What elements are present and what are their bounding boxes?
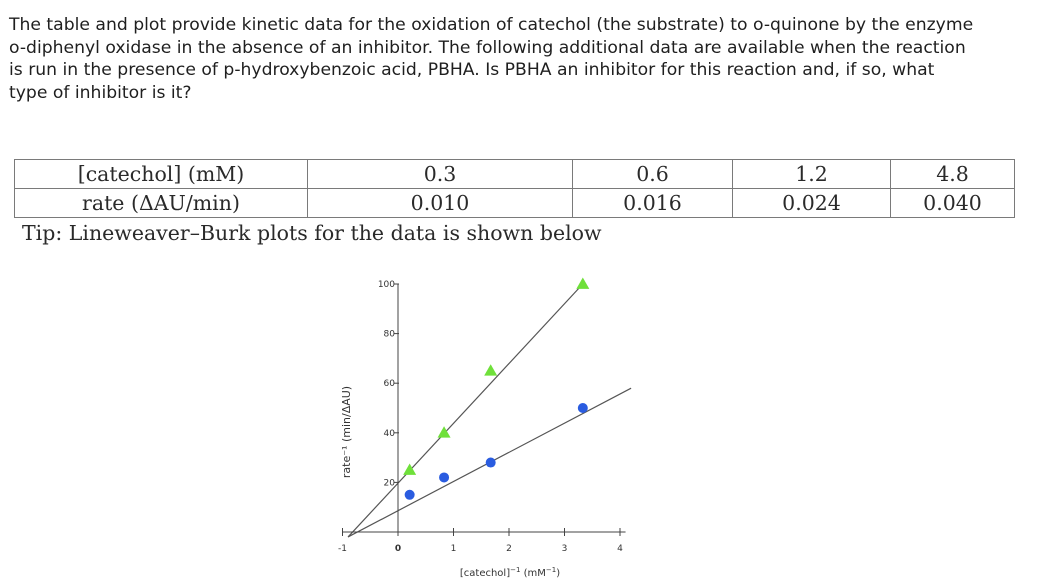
triangle-point	[437, 426, 451, 438]
fit-line-triangle	[347, 283, 584, 538]
table-row: [catechol] (mM) 0.3 0.6 1.2 4.8	[14, 159, 1015, 189]
table-cell: 0.040	[890, 188, 1015, 218]
y-tick-label: 20	[384, 478, 396, 488]
y-axis-label: rate⁻¹ (min/ΔAU)	[340, 386, 353, 478]
table-cell: 4.8	[890, 159, 1015, 189]
plot-markers	[403, 277, 590, 500]
triangle-point	[403, 463, 417, 475]
table-cell: 0.6	[572, 159, 733, 189]
table-row-label: rate (ΔAU/min)	[14, 188, 308, 218]
x-tick-label: 4	[617, 544, 623, 554]
lineweaver-burk-plot: -1 0 1 2 3 4 100 80 60 40 20 rate⁻¹ (min/ΔAU) [cat…	[338, 277, 632, 579]
table-row: rate (ΔAU/min) 0.010 0.016 0.024 0.040	[14, 188, 1015, 218]
circle-point	[485, 457, 496, 468]
question-line: is run in the presence of p-hydroxybenzo…	[9, 60, 935, 81]
circle-point	[439, 472, 450, 483]
circle-point	[404, 489, 415, 500]
y-tick-label: 100	[378, 280, 395, 290]
table-cell: 0.3	[307, 159, 573, 189]
table-cell: 0.010	[307, 188, 573, 218]
y-tick-label: 40	[384, 429, 396, 439]
question-line: type of inhibitor is it?	[9, 82, 192, 103]
y-tick-label: 60	[384, 379, 396, 389]
plot-lines	[347, 283, 632, 538]
x-tick-label: 2	[506, 544, 512, 554]
question-line: The table and plot provide kinetic data …	[9, 15, 974, 35]
triangle-point	[576, 277, 590, 289]
plot-axes: -1 0 1 2 3 4 100 80 60 40 20	[338, 280, 626, 554]
table-cell: 0.024	[732, 188, 891, 218]
table-cell: 1.2	[732, 159, 891, 189]
tip-text: Tip: Lineweaver–Burk plots for the data …	[22, 221, 602, 245]
question-line: o-diphenyl oxidase in the absence of an …	[9, 37, 966, 58]
kinetic-data-table: [catechol] (mM) 0.3 0.6 1.2 4.8 rate (ΔA…	[14, 159, 1015, 218]
x-axis-label: [catechol]−1 (mM−1)	[460, 566, 560, 579]
table-row-label: [catechol] (mM)	[14, 159, 308, 189]
x-tick-label: 3	[562, 544, 568, 554]
x-tick-label: 0	[395, 544, 401, 554]
circle-point	[577, 403, 588, 413]
y-tick-label: 80	[384, 330, 396, 340]
triangle-point	[484, 364, 498, 376]
x-tick-label: 1	[451, 544, 457, 554]
table-cell: 0.016	[572, 188, 733, 218]
question-text: The table and plot provide kinetic data …	[9, 14, 1034, 104]
x-tick-label: -1	[338, 544, 347, 554]
